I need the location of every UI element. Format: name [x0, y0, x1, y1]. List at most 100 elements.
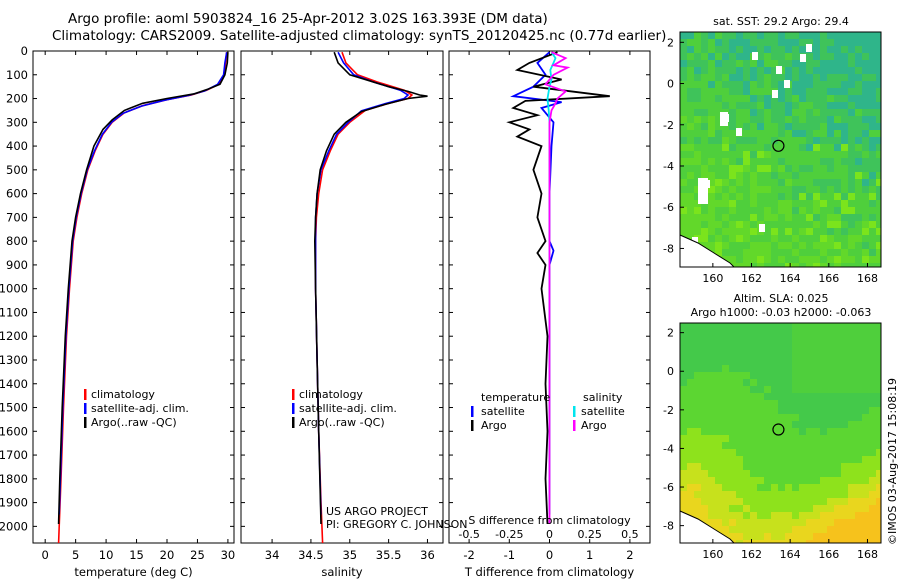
map-cell [855, 137, 862, 144]
map-cell [757, 172, 764, 179]
map-cell [708, 165, 715, 172]
map-cell [813, 137, 820, 144]
map-cell [743, 179, 750, 186]
map-cell [876, 351, 881, 358]
map-cell [834, 323, 841, 330]
map-cell [687, 442, 694, 449]
map-cell [771, 470, 778, 477]
map-cell [834, 400, 841, 407]
map-cell [729, 186, 736, 193]
map-cell [799, 32, 806, 39]
map-cell [736, 463, 743, 470]
map-cell [855, 372, 862, 379]
map-cell [785, 116, 792, 123]
map-cell [834, 179, 841, 186]
map-cell [750, 186, 757, 193]
x-tick-label-temperature: 30 [221, 548, 236, 562]
map-cell [841, 67, 848, 74]
map-cell [834, 526, 841, 533]
map-cell [834, 344, 841, 351]
map-cell [841, 456, 848, 463]
map-cell [855, 256, 862, 263]
map-cell [687, 400, 694, 407]
map-cell [722, 53, 729, 60]
map-cell [869, 109, 876, 116]
map-cell [862, 477, 869, 484]
map-cell [722, 358, 729, 365]
map-cell [855, 53, 862, 60]
map-cell [722, 249, 729, 256]
map-cell [799, 137, 806, 144]
map-cell [792, 137, 799, 144]
map-cell [722, 365, 729, 372]
map-cell [869, 200, 876, 207]
map-cell [722, 60, 729, 67]
map-cell [848, 263, 855, 267]
map-cell [750, 165, 757, 172]
map-cell [708, 221, 715, 228]
map-cell [694, 337, 701, 344]
map-cell [813, 484, 820, 491]
map-cell [729, 235, 736, 242]
map-cell [841, 186, 848, 193]
map-cell [736, 214, 743, 221]
map-cell [771, 337, 778, 344]
map-cell [757, 207, 764, 214]
map-cell [715, 428, 722, 435]
map-cell [729, 137, 736, 144]
map-cell [715, 102, 722, 109]
map-cell [785, 200, 792, 207]
map-cell [708, 323, 715, 330]
map-cell [827, 200, 834, 207]
map-cell [757, 470, 764, 477]
map-cell [820, 32, 827, 39]
map-cell [827, 207, 834, 214]
map-cell [813, 414, 820, 421]
map-cell [855, 193, 862, 200]
map-cell [764, 81, 771, 88]
map-cell [736, 53, 743, 60]
map-cell [834, 242, 841, 249]
map-cell [848, 540, 855, 543]
map-cell [729, 421, 736, 428]
map-cell [799, 505, 806, 512]
map-cell [715, 512, 722, 519]
y-tick-label: 1900 [0, 496, 28, 510]
map-cell [785, 358, 792, 365]
map-cell [715, 407, 722, 414]
map-cell [722, 512, 729, 519]
map-cell [841, 365, 848, 372]
map-cell [785, 407, 792, 414]
map-cell [750, 358, 757, 365]
map-cell [799, 214, 806, 221]
map-cell [757, 393, 764, 400]
map-cell [778, 533, 785, 540]
map-cell [757, 526, 764, 533]
map-cell [694, 102, 701, 109]
map-cell [813, 505, 820, 512]
map-cell [750, 95, 757, 102]
map-cell [855, 95, 862, 102]
map-cell [750, 88, 757, 95]
map-cell [834, 67, 841, 74]
map-cell [764, 172, 771, 179]
map-cell [771, 512, 778, 519]
map-cell [841, 53, 848, 60]
map-cell [799, 379, 806, 386]
map-cell [876, 130, 881, 137]
map-cell [841, 130, 848, 137]
map-cell [855, 491, 862, 498]
map-cell [680, 95, 687, 102]
map-cell [708, 39, 715, 46]
map-cell [848, 151, 855, 158]
project-annotation: PI: GREGORY C. JOHNSON [326, 518, 467, 531]
map-cell [869, 470, 876, 477]
map-cell [715, 116, 722, 123]
map-cell [862, 421, 869, 428]
map-cell [869, 400, 876, 407]
map-cell [694, 81, 701, 88]
map-cell [729, 130, 736, 137]
map-cell [841, 221, 848, 228]
map-cell [722, 46, 729, 53]
map-cell [701, 81, 708, 88]
